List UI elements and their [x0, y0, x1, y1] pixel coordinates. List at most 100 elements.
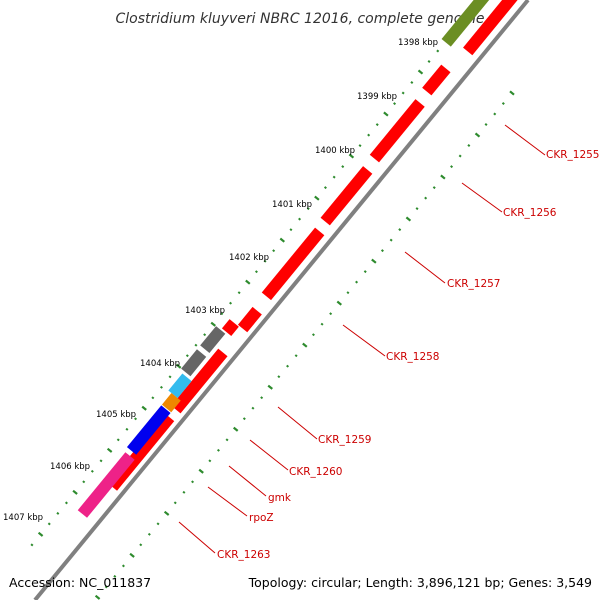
tick-mark [383, 111, 389, 117]
tick-mark [279, 237, 286, 243]
tick-mark [484, 123, 488, 126]
gene-arrow [320, 166, 373, 226]
gene-label: CKR_1263 [217, 549, 270, 561]
tick-mark [191, 480, 195, 484]
tick-mark [139, 543, 143, 547]
tick-mark [104, 585, 108, 589]
tick-mark [398, 228, 402, 232]
kbp-labels: 1398 kbp 1399 kbp 1400 kbp 1401 kbp 1402… [3, 38, 438, 523]
accession-text: Accession: NC_011837 [9, 575, 151, 590]
tick-mark [320, 322, 324, 326]
tick-mark [106, 447, 113, 453]
gene-arrow [126, 405, 171, 455]
kbp-label: 1405 kbp [96, 410, 136, 420]
tick-mark [56, 511, 60, 515]
gene-label: CKR_1257 [447, 278, 500, 290]
tick-mark [289, 228, 293, 232]
tick-mark [113, 574, 117, 578]
tick-mark [267, 384, 273, 390]
tick-mark [198, 468, 204, 474]
kbp-label: 1403 kbp [185, 306, 225, 316]
tick-mark [147, 532, 151, 536]
tick-mark [405, 216, 412, 222]
tick-mark [474, 132, 481, 138]
tick-mark [355, 280, 359, 284]
tick-mark [458, 154, 462, 158]
tick-mark [367, 133, 371, 137]
gene-arrow [369, 99, 425, 163]
label-leader-lines [178, 124, 546, 554]
kbp-label: 1407 kbp [3, 513, 43, 523]
tick-mark [94, 594, 101, 600]
tick-mark [242, 417, 246, 421]
tick-mark [501, 102, 505, 105]
tick-mark [427, 60, 431, 63]
tick-mark [159, 385, 163, 389]
tick-mark [346, 291, 350, 295]
genome-backbone [33, 0, 530, 600]
tick-mark [245, 279, 251, 285]
gene-label: rpoZ [249, 512, 274, 524]
tick-mark [263, 259, 267, 263]
tick-mark [168, 375, 172, 379]
leader-line [342, 324, 386, 357]
tick-mark [415, 207, 419, 211]
gene-label: CKR_1258 [386, 351, 439, 363]
tick-mark [332, 175, 336, 179]
tick-mark [509, 90, 515, 96]
gene-label: CKR_1256 [503, 207, 557, 219]
tick-mark [90, 469, 94, 473]
inner-tick-marks [30, 27, 458, 547]
leader-line [461, 182, 503, 213]
tick-mark [375, 123, 379, 127]
tick-mark [314, 195, 320, 201]
tick-mark [173, 501, 177, 505]
tick-mark [251, 406, 255, 410]
leader-line [207, 486, 248, 517]
gene-arrow [422, 64, 451, 96]
tick-mark [47, 522, 51, 526]
tick-mark [467, 144, 471, 147]
tick-mark [116, 438, 120, 442]
tick-mark [210, 321, 216, 327]
leader-line [277, 406, 318, 440]
tick-mark [302, 342, 308, 348]
tick-mark [129, 552, 135, 558]
gene-arrow [77, 452, 135, 518]
tick-mark [323, 186, 327, 190]
gene-arrow [168, 373, 192, 399]
tick-mark [163, 510, 170, 516]
tick-mark [151, 396, 155, 400]
kbp-label: 1406 kbp [50, 462, 90, 472]
tick-mark [424, 196, 428, 200]
tick-mark [329, 312, 333, 316]
tick-mark [336, 300, 343, 306]
tick-mark [141, 405, 147, 411]
tick-mark [225, 438, 229, 442]
tick-mark [440, 174, 446, 180]
gene-arrow [171, 348, 228, 414]
tick-mark [389, 238, 393, 242]
gene-label: CKR_1255 [546, 149, 599, 161]
gene-track [77, 0, 518, 518]
outer-tick-marks [94, 90, 515, 600]
kbp-label: 1402 kbp [229, 253, 269, 263]
tick-mark [216, 448, 220, 452]
tick-mark [237, 291, 241, 295]
gene-labels: CKR_1255 CKR_1256 CKR_1257 CKR_1258 CKR_… [217, 149, 599, 561]
tick-mark [229, 301, 233, 305]
gene-label: CKR_1259 [318, 434, 371, 446]
tick-mark [203, 333, 207, 337]
kbp-label: 1401 kbp [272, 200, 312, 210]
gene-arrow [237, 306, 262, 333]
tick-mark [341, 165, 345, 169]
map-title: Clostridium kluyveri NBRC 12016, complet… [115, 11, 484, 27]
leader-line [504, 124, 546, 156]
gene-arrow [107, 413, 175, 491]
kbp-label: 1399 kbp [357, 92, 397, 102]
tick-mark [64, 501, 68, 505]
leader-line [249, 439, 289, 471]
tick-mark [371, 258, 377, 264]
